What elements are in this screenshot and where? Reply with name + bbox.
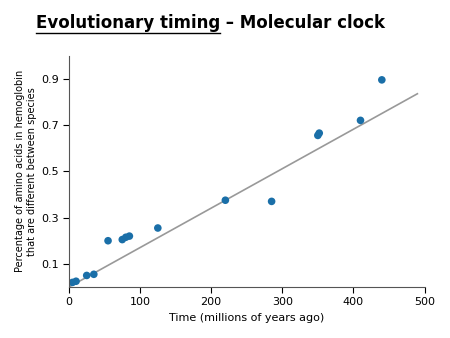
Point <box>268 199 275 204</box>
Text: – Molecular clock: – Molecular clock <box>220 14 385 31</box>
Point <box>154 225 162 231</box>
Point <box>119 237 126 242</box>
X-axis label: Time (millions of years ago): Time (millions of years ago) <box>169 313 324 323</box>
Point <box>126 234 133 239</box>
Y-axis label: Percentage of amino acids in hemoglobin
that are different between species: Percentage of amino acids in hemoglobin … <box>15 70 36 272</box>
Point <box>315 130 323 136</box>
Point <box>83 273 90 278</box>
Point <box>69 280 76 285</box>
Point <box>104 238 112 243</box>
Text: Evolutionary timing: Evolutionary timing <box>36 14 220 31</box>
Point <box>378 77 386 82</box>
Point <box>314 133 321 138</box>
Point <box>72 279 80 284</box>
Point <box>222 197 229 203</box>
Point <box>122 235 130 240</box>
Point <box>357 118 364 123</box>
Point <box>90 272 97 277</box>
